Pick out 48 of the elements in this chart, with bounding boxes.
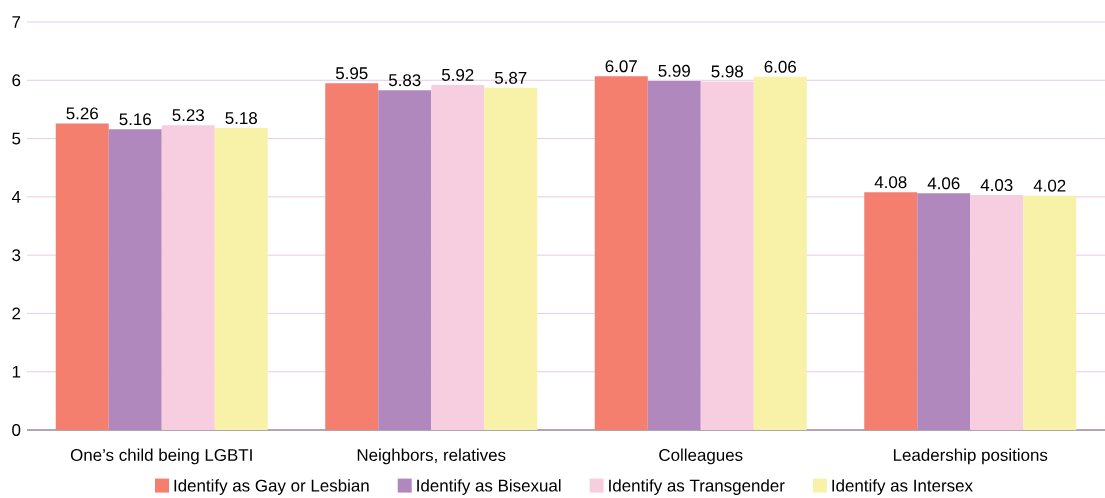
data-label: 5.92 — [441, 68, 474, 81]
bar — [647, 80, 701, 430]
y-tick-label: 6 — [12, 74, 21, 87]
legend-label: Identify as Bisexual — [417, 479, 561, 495]
bar — [484, 87, 538, 430]
data-label: 4.08 — [874, 176, 907, 189]
data-label: 6.06 — [764, 60, 796, 73]
bar — [753, 76, 807, 430]
bar — [1023, 195, 1077, 430]
data-label: 5.23 — [172, 109, 204, 122]
y-tick-label: 4 — [11, 191, 21, 203]
data-label: 5.26 — [66, 107, 98, 120]
data-label: 5.95 — [335, 67, 368, 80]
data-label: 4.06 — [927, 177, 960, 190]
legend-label: Identify as Intersex — [832, 479, 973, 495]
bar — [700, 81, 754, 430]
x-tick-label: Neighbors, relatives — [357, 448, 506, 465]
y-tick-label: 1 — [12, 365, 21, 378]
bar — [970, 195, 1024, 430]
data-label: 6.07 — [605, 60, 637, 73]
data-label: 5.16 — [119, 113, 151, 126]
data-label: 5.83 — [388, 74, 421, 87]
data-label: 4.02 — [1033, 179, 1066, 192]
bar — [917, 193, 971, 430]
data-label: 5.99 — [658, 64, 690, 77]
data-label: 4.03 — [980, 179, 1013, 192]
bar — [378, 90, 432, 430]
bar — [214, 128, 268, 430]
bar — [431, 84, 485, 430]
y-tick-label: 7 — [12, 16, 21, 28]
y-tick-label: 0 — [12, 424, 21, 436]
legend-label: Identify as Gay or Lesbian — [174, 479, 369, 495]
y-tick-label: 2 — [12, 307, 21, 320]
bar — [325, 83, 379, 430]
bar — [594, 76, 648, 430]
bar — [161, 125, 215, 430]
bar — [864, 192, 918, 430]
data-label: 5.98 — [711, 65, 743, 78]
x-tick-label: One’s child being LGBTI — [70, 448, 252, 465]
bar — [55, 123, 109, 430]
data-label: 5.18 — [225, 112, 257, 125]
x-tick-label: Colleagues — [659, 448, 743, 465]
legend-label: Identify as Transgender — [609, 479, 785, 495]
y-tick-label: 5 — [12, 132, 21, 145]
x-tick-label: Leadership positions — [893, 448, 1048, 465]
y-tick-label: 3 — [12, 249, 21, 262]
data-label: 5.87 — [494, 71, 527, 84]
bar — [108, 129, 162, 430]
